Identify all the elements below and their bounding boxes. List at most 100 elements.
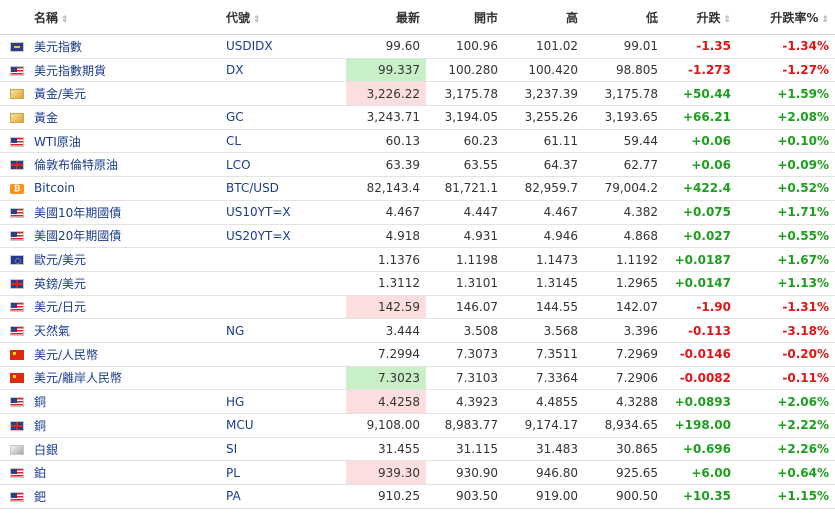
table-row[interactable]: 白銀 SI 31.455 31.115 31.483 30.865 +0.696 +2.26%: [0, 437, 835, 462]
name-cell: 黃金: [28, 105, 220, 130]
table-row[interactable]: 英鎊/美元 1.3112 1.3101 1.3145 1.2965 +0.0147 +1.1…: [0, 271, 835, 296]
high-price-cell: 101.02: [504, 34, 584, 59]
instrument-symbol-link[interactable]: MCU: [226, 418, 254, 433]
instrument-symbol-link[interactable]: US20YT=X: [226, 228, 291, 243]
instrument-name-link[interactable]: 美元/人民幣: [34, 347, 99, 362]
instrument-name-link[interactable]: 美元/日元: [34, 300, 87, 315]
sort-icon[interactable]: ⇕: [61, 14, 69, 25]
symbol-column-header[interactable]: 代號 ⇕: [220, 0, 346, 35]
instrument-symbol-link[interactable]: HG: [226, 394, 245, 409]
instrument-name-link[interactable]: 美國20年期國債: [34, 229, 122, 244]
instrument-name-link[interactable]: 黃金/美元: [34, 87, 87, 102]
instrument-symbol-link[interactable]: GC: [226, 110, 244, 125]
table-row[interactable]: 美元/離岸人民幣 7.3023 7.3103 7.3364 7.2906 -0.0082-…: [0, 366, 835, 391]
instrument-symbol-link[interactable]: PL: [226, 465, 240, 480]
low-price-cell: 3,193.65: [584, 105, 664, 130]
low-price-cell: 98.805: [584, 58, 664, 83]
last-price-cell: 910.25: [346, 484, 426, 509]
instrument-name-link[interactable]: 美國10年期國債: [34, 205, 122, 220]
symbol-cell: LCO: [220, 152, 346, 178]
name-cell: 美國20年期國債: [28, 224, 220, 249]
change-cell: -0.0146: [664, 342, 737, 367]
instrument-name-link[interactable]: 歐元/美元: [34, 253, 87, 268]
us-flag-icon: [10, 207, 24, 218]
instrument-name-link[interactable]: 黃金: [34, 110, 59, 125]
table-row[interactable]: 天然氣 NG 3.444 3.508 3.568 3.396 -0.113 -3.18%: [0, 318, 835, 343]
table-row[interactable]: 銅 HG 4.4258 4.3923 4.4855 4.3288 +0.0893 +2.06%: [0, 389, 835, 414]
flag-cell: [0, 318, 28, 343]
instrument-name-link[interactable]: 英鎊/美元: [34, 276, 87, 291]
flag-cell: [0, 389, 28, 414]
table-row[interactable]: 黃金 GC 3,243.71 3,194.05 3,255.26 3,193.65 +66.…: [0, 105, 835, 130]
instrument-symbol-link[interactable]: NG: [226, 323, 245, 338]
instrument-name-link[interactable]: 銅: [34, 418, 47, 433]
instrument-name-link[interactable]: 銅: [34, 395, 47, 410]
instrument-name-link[interactable]: 美元指數: [34, 39, 83, 54]
instrument-symbol-link[interactable]: USDIDX: [226, 39, 273, 54]
low-price-cell: 8,934.65: [584, 413, 664, 438]
instrument-symbol-link[interactable]: LCO: [226, 157, 251, 172]
instrument-symbol-link[interactable]: SI: [226, 442, 238, 457]
symbol-cell: HG: [220, 389, 346, 414]
high-price-cell: 1.1473: [504, 247, 584, 272]
last-price-cell: 4.4258: [346, 389, 426, 414]
instrument-symbol-link[interactable]: PA: [226, 489, 241, 504]
instrument-symbol-link[interactable]: BTC/USD: [226, 181, 279, 196]
name-cell: 天然氣: [28, 318, 220, 343]
us-flag-icon: [10, 491, 24, 502]
table-row[interactable]: 美元指數 USDIDX 99.60 100.96 101.02 99.01 -1.35 -1.…: [0, 34, 835, 59]
instrument-name-link[interactable]: 白銀: [34, 442, 59, 457]
sort-icon[interactable]: ⇕: [723, 14, 731, 25]
change-pct-cell: +2.26%: [737, 437, 835, 462]
name-cell: 鉑: [28, 460, 220, 486]
open-price-cell: 4.3923: [426, 389, 504, 414]
change-column-header[interactable]: 升跌 ⇕: [664, 0, 737, 35]
instrument-symbol-link[interactable]: CL: [226, 134, 242, 149]
open-price-cell: 100.96: [426, 34, 504, 59]
instrument-name-link[interactable]: 美元指數期貨: [34, 63, 107, 78]
change-cell: +6.00: [664, 460, 737, 486]
change-pct-cell: +0.09%: [737, 152, 835, 178]
au-flag-icon: [10, 41, 24, 52]
change-pct-cell: -1.34%: [737, 34, 835, 59]
sort-icon[interactable]: ⇕: [253, 14, 261, 25]
last-price-cell: 142.59: [346, 295, 426, 320]
open-price-cell: 3.508: [426, 318, 504, 343]
table-row[interactable]: 美元/人民幣 7.2994 7.3073 7.3511 7.2969 -0.0146 -0.…: [0, 342, 835, 367]
instrument-symbol-link[interactable]: US10YT=X: [226, 205, 291, 220]
instrument-name-link[interactable]: 鉑: [34, 466, 47, 481]
instrument-name-link[interactable]: 天然氣: [34, 324, 71, 339]
table-row[interactable]: 美國10年期國債 US10YT=X 4.467 4.447 4.467 4.382 +0.0…: [0, 200, 835, 225]
table-row[interactable]: 歐元/美元 1.1376 1.1198 1.1473 1.1192 +0.0187 +1.6…: [0, 247, 835, 272]
sort-icon[interactable]: ⇕: [821, 14, 829, 25]
open-price-cell: 60.23: [426, 129, 504, 154]
name-column-header[interactable]: 名稱 ⇕: [28, 0, 220, 35]
us-flag-icon: [10, 468, 24, 479]
last-price-cell: 1.1376: [346, 247, 426, 272]
table-row[interactable]: 倫敦布倫特原油 LCO 63.39 63.55 64.37 62.77 +0.06 +0.09…: [0, 152, 835, 178]
instrument-name-link[interactable]: 倫敦布倫特原油: [34, 158, 119, 173]
table-row[interactable]: 黃金/美元 3,226.22 3,175.78 3,237.39 3,175.78 +50…: [0, 81, 835, 107]
last-price-cell: 939.30: [346, 460, 426, 486]
instrument-name-link[interactable]: 美元/離岸人民幣: [34, 371, 123, 386]
instrument-name-link[interactable]: 鈀: [34, 489, 47, 504]
table-row[interactable]: 鉑 PL 939.30 930.90 946.80 925.65 +6.00 +0.64%: [0, 460, 835, 486]
table-row[interactable]: 美元/日元 142.59 146.07 144.55 142.07 -1.90 -1.31%: [0, 295, 835, 320]
table-row[interactable]: 鈀 PA 910.25 903.50 919.00 900.50 +10.35 +1.15%: [0, 484, 835, 509]
low-price-cell: 62.77: [584, 152, 664, 178]
instrument-name-link[interactable]: Bitcoin: [34, 181, 76, 196]
cn-flag-icon: [10, 373, 24, 384]
change-cell: +0.06: [664, 129, 737, 154]
table-row[interactable]: WTI原油 CL 60.13 60.23 61.11 59.44 +0.06 +0.10%: [0, 129, 835, 154]
table-row[interactable]: 美國20年期國債 US20YT=X 4.918 4.931 4.946 4.868 +0.0…: [0, 224, 835, 249]
flag-cell: [0, 484, 28, 509]
table-row[interactable]: ₿ Bitcoin BTC/USD 82,143.4 81,721.1 82,959.7 7…: [0, 176, 835, 201]
change-cell: +0.075: [664, 200, 737, 225]
table-row[interactable]: 美元指數期貨 DX 99.337 100.280 100.420 98.805 -1.273…: [0, 58, 835, 83]
instrument-name-link[interactable]: WTI原油: [34, 134, 81, 149]
instrument-symbol-link[interactable]: DX: [226, 63, 244, 78]
table-row[interactable]: 銅 MCU 9,108.00 8,983.77 9,174.17 8,934.65 +198…: [0, 413, 835, 438]
change-pct-column-header[interactable]: 升跌率% ⇕: [737, 0, 835, 35]
last-price-cell: 9,108.00: [346, 413, 426, 438]
high-price-cell: 82,959.7: [504, 176, 584, 201]
